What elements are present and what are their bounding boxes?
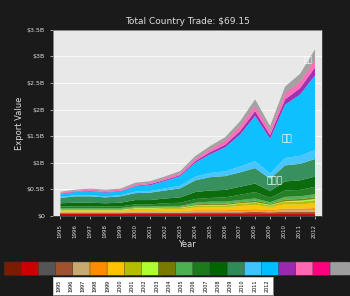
Text: 2012: 2012 xyxy=(264,280,270,292)
FancyBboxPatch shape xyxy=(141,262,162,275)
FancyBboxPatch shape xyxy=(21,262,42,275)
FancyBboxPatch shape xyxy=(90,262,110,275)
FancyBboxPatch shape xyxy=(279,262,299,275)
Text: 2000: 2000 xyxy=(117,280,122,292)
Text: 2008: 2008 xyxy=(215,280,220,292)
FancyBboxPatch shape xyxy=(193,262,213,275)
Text: 1997: 1997 xyxy=(80,280,86,292)
FancyBboxPatch shape xyxy=(73,262,93,275)
FancyBboxPatch shape xyxy=(4,262,25,275)
Text: 2001: 2001 xyxy=(130,280,135,292)
FancyBboxPatch shape xyxy=(313,262,333,275)
FancyBboxPatch shape xyxy=(38,262,59,275)
FancyBboxPatch shape xyxy=(56,262,76,275)
Title: Total Country Trade: $69.15: Total Country Trade: $69.15 xyxy=(125,17,250,26)
FancyBboxPatch shape xyxy=(296,262,316,275)
Text: 1995: 1995 xyxy=(56,280,61,292)
FancyBboxPatch shape xyxy=(124,262,145,275)
FancyBboxPatch shape xyxy=(159,262,179,275)
Text: 1996: 1996 xyxy=(68,280,74,292)
FancyBboxPatch shape xyxy=(107,262,127,275)
FancyBboxPatch shape xyxy=(244,262,265,275)
Text: 2005: 2005 xyxy=(178,280,184,292)
Text: 2004: 2004 xyxy=(166,280,172,292)
Text: 2007: 2007 xyxy=(203,280,208,292)
Text: 其他: 其他 xyxy=(304,56,313,65)
FancyBboxPatch shape xyxy=(261,262,282,275)
Text: 1998: 1998 xyxy=(93,280,98,292)
Text: 2011: 2011 xyxy=(252,280,257,292)
FancyBboxPatch shape xyxy=(176,262,196,275)
Text: 2006: 2006 xyxy=(191,280,196,292)
Text: 2010: 2010 xyxy=(240,280,245,292)
Text: 1999: 1999 xyxy=(105,280,110,292)
Y-axis label: Export Value: Export Value xyxy=(15,96,24,149)
Text: 机械: 机械 xyxy=(282,134,292,144)
X-axis label: Year: Year xyxy=(178,240,196,250)
Text: 2009: 2009 xyxy=(228,280,233,292)
FancyBboxPatch shape xyxy=(330,262,350,275)
Text: 纺织品: 纺织品 xyxy=(267,176,283,185)
FancyBboxPatch shape xyxy=(210,262,230,275)
FancyBboxPatch shape xyxy=(227,262,247,275)
Text: 2003: 2003 xyxy=(154,280,159,292)
Text: 2002: 2002 xyxy=(142,280,147,292)
